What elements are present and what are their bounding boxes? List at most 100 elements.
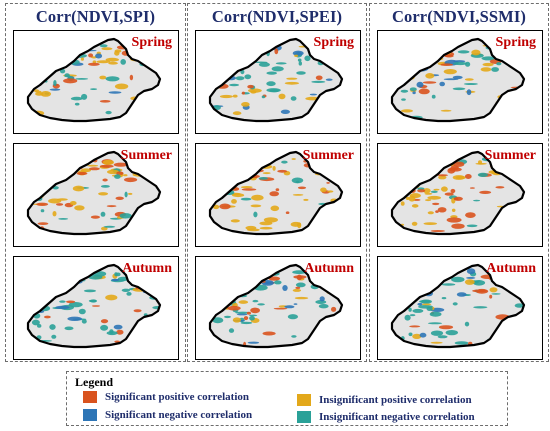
correlation-patch <box>442 43 450 49</box>
map-panel-autumn: Autumn <box>195 256 361 360</box>
correlation-patch <box>99 75 107 80</box>
correlation-patch <box>453 60 466 63</box>
correlation-patch <box>72 271 78 276</box>
correlation-patch <box>106 331 118 336</box>
correlation-patch <box>466 224 478 228</box>
correlation-patch <box>113 324 123 330</box>
correlation-patch <box>332 281 339 286</box>
correlation-patch <box>412 91 416 95</box>
map-region <box>26 37 162 123</box>
correlation-patch <box>146 60 155 67</box>
correlation-patch <box>150 282 155 284</box>
correlation-patch <box>228 167 239 173</box>
correlation-patch <box>295 282 306 288</box>
correlation-patch <box>260 157 269 161</box>
correlation-patch <box>64 326 74 331</box>
correlation-patch <box>440 63 453 66</box>
legend-label: Significant negative correlation <box>105 409 253 421</box>
correlation-patch <box>322 277 335 283</box>
correlation-patch <box>146 278 151 281</box>
correlation-patch <box>291 177 304 184</box>
correlation-patch <box>431 54 440 60</box>
correlation-patch <box>95 53 103 59</box>
correlation-patch <box>98 192 109 196</box>
correlation-patch <box>290 96 297 101</box>
correlation-patch <box>441 283 456 286</box>
correlation-patch <box>72 185 85 192</box>
correlation-patch <box>240 197 252 201</box>
legend-item-significant-positive: Significant positive correlation <box>83 390 249 404</box>
correlation-patch <box>251 194 264 201</box>
correlation-patch <box>437 335 448 339</box>
correlation-patch <box>419 300 431 303</box>
correlation-patch <box>245 225 257 230</box>
season-label: Summer <box>302 148 354 163</box>
correlation-patch <box>70 201 77 206</box>
correlation-patch <box>261 95 266 99</box>
correlation-patch <box>44 315 51 319</box>
correlation-patch <box>48 198 62 204</box>
correlation-patch <box>236 313 248 316</box>
correlation-patch <box>90 88 98 90</box>
correlation-patch <box>88 167 100 171</box>
correlation-patch <box>304 55 311 62</box>
correlation-patch <box>79 274 85 279</box>
column-ssmi: Corr(NDVI,SSMI) Spring Summer Autumn <box>369 3 549 362</box>
correlation-patch <box>76 158 86 164</box>
correlation-patch <box>146 54 150 59</box>
correlation-patch <box>105 294 118 301</box>
legend-item-significant-negative: Significant negative correlation <box>83 408 252 422</box>
correlation-patch <box>121 288 131 292</box>
correlation-patch <box>70 273 82 278</box>
correlation-patch <box>261 274 267 279</box>
correlation-patch <box>321 50 329 56</box>
correlation-patch <box>142 164 150 170</box>
correlation-patch <box>452 87 466 91</box>
correlation-patch <box>100 185 110 188</box>
correlation-patch <box>36 276 42 282</box>
correlation-patch <box>401 98 406 101</box>
correlation-patch <box>52 211 57 217</box>
correlation-patch <box>510 327 524 329</box>
correlation-patch <box>425 199 432 202</box>
correlation-patch <box>101 47 113 51</box>
correlation-patch <box>409 87 417 91</box>
correlation-patch <box>74 102 80 106</box>
legend-label: Insignificant positive correlation <box>319 394 472 406</box>
legend-label: Significant positive correlation <box>105 391 250 403</box>
legend-item-insignificant-negative: Insignificant negative correlation <box>297 410 475 424</box>
correlation-patch <box>331 60 342 64</box>
map-region <box>390 150 526 236</box>
correlation-patch <box>489 287 498 293</box>
correlation-patch <box>238 300 249 304</box>
season-label: Summer <box>120 148 172 163</box>
correlation-patch <box>453 196 463 201</box>
correlation-patch <box>420 284 424 290</box>
correlation-patch <box>146 163 150 169</box>
correlation-patch <box>450 188 456 194</box>
correlation-patch <box>501 165 515 170</box>
season-label: Summer <box>484 148 536 163</box>
column-title: Corr(NDVI,SSMI) <box>392 7 526 26</box>
correlation-patch <box>419 332 427 338</box>
correlation-patch <box>140 51 154 56</box>
correlation-patch <box>464 78 474 81</box>
correlation-patch <box>444 192 454 196</box>
correlation-patch <box>291 158 296 160</box>
correlation-patch <box>111 278 120 282</box>
correlation-patch <box>409 314 416 317</box>
correlation-patch <box>430 341 443 344</box>
correlation-patch <box>497 50 508 53</box>
correlation-patch <box>456 292 467 297</box>
correlation-patch <box>102 159 115 165</box>
correlation-patch <box>128 192 133 195</box>
correlation-patch <box>75 273 84 280</box>
correlation-patch <box>269 191 279 197</box>
correlation-patch <box>451 223 465 229</box>
correlation-patch <box>422 81 437 84</box>
correlation-patch <box>430 190 438 193</box>
correlation-patch <box>144 337 156 342</box>
correlation-patch <box>235 311 251 314</box>
correlation-patch <box>259 226 273 230</box>
map-region <box>390 37 526 123</box>
